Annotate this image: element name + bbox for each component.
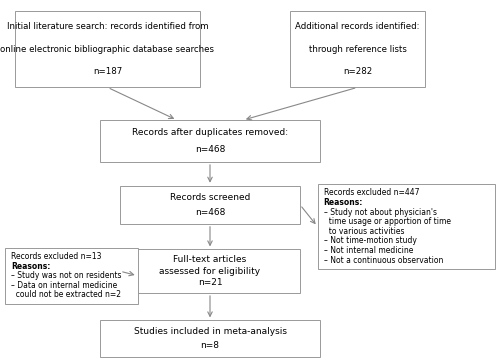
- FancyBboxPatch shape: [15, 11, 200, 87]
- Text: Full-text articles: Full-text articles: [174, 255, 246, 264]
- FancyBboxPatch shape: [318, 184, 495, 269]
- Text: online electronic bibliographic database searches: online electronic bibliographic database…: [0, 45, 214, 54]
- Text: n=21: n=21: [198, 278, 222, 287]
- Text: Reasons:: Reasons:: [11, 262, 51, 271]
- Text: Records excluded n=447: Records excluded n=447: [324, 189, 419, 198]
- Text: – Study not about physician's: – Study not about physician's: [324, 208, 436, 217]
- Text: Reasons:: Reasons:: [324, 198, 363, 207]
- Text: through reference lists: through reference lists: [308, 45, 406, 54]
- Text: Studies included in meta-analysis: Studies included in meta-analysis: [134, 327, 286, 336]
- Text: n=187: n=187: [93, 67, 122, 76]
- Text: n=468: n=468: [195, 145, 225, 154]
- Text: – Not a continuous observation: – Not a continuous observation: [324, 256, 443, 265]
- Text: – Not internal medicine: – Not internal medicine: [324, 246, 413, 255]
- FancyBboxPatch shape: [100, 320, 320, 357]
- Text: Records after duplicates removed:: Records after duplicates removed:: [132, 128, 288, 137]
- Text: to various activities: to various activities: [324, 227, 404, 236]
- Text: Additional records identified:: Additional records identified:: [295, 22, 420, 31]
- FancyBboxPatch shape: [100, 120, 320, 162]
- Text: n=282: n=282: [343, 67, 372, 76]
- Text: Records excluded n=13: Records excluded n=13: [11, 252, 102, 261]
- Text: assessed for eligibility: assessed for eligibility: [160, 267, 260, 276]
- Text: – Study was not on residents: – Study was not on residents: [11, 271, 122, 280]
- FancyBboxPatch shape: [5, 248, 138, 304]
- Text: – Data on internal medicine: – Data on internal medicine: [11, 281, 117, 290]
- Text: n=468: n=468: [195, 207, 225, 217]
- Text: Initial literature search: records identified from: Initial literature search: records ident…: [6, 22, 208, 31]
- Text: – Not time-motion study: – Not time-motion study: [324, 237, 416, 245]
- Text: n=8: n=8: [200, 341, 220, 350]
- FancyBboxPatch shape: [120, 186, 300, 224]
- FancyBboxPatch shape: [120, 249, 300, 293]
- FancyBboxPatch shape: [290, 11, 425, 87]
- Text: Records screened: Records screened: [170, 193, 250, 202]
- Text: time usage or apportion of time: time usage or apportion of time: [324, 217, 450, 226]
- Text: could not be extracted n=2: could not be extracted n=2: [11, 290, 121, 299]
